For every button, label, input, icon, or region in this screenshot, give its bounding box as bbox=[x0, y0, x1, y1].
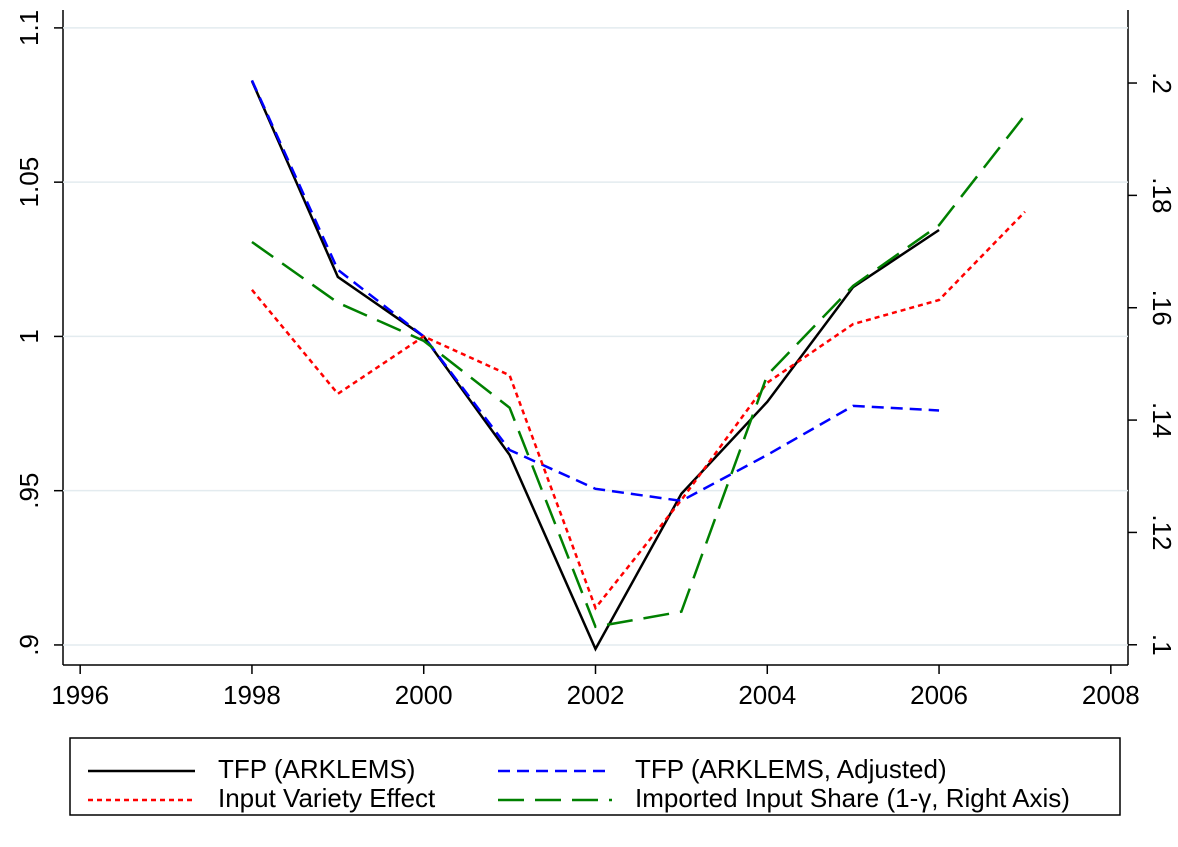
y2-tick-label: .16 bbox=[1147, 290, 1177, 326]
y2-tick-label: .12 bbox=[1147, 514, 1177, 550]
series-line bbox=[250, 79, 940, 503]
series-line bbox=[250, 210, 1026, 611]
legend-label: Imported Input Share (1-γ, Right Axis) bbox=[635, 783, 1070, 813]
x-tick-label: 2000 bbox=[395, 680, 453, 710]
y2-tick-label: .18 bbox=[1147, 177, 1177, 213]
y-tick-label: 1 bbox=[14, 329, 44, 343]
x-tick-label: 1998 bbox=[223, 680, 281, 710]
x-tick-label: 2004 bbox=[738, 680, 796, 710]
y-tick-label: .95 bbox=[14, 473, 44, 509]
legend-label: Input Variety Effect bbox=[218, 783, 436, 813]
legend-box bbox=[69, 737, 1121, 816]
y-tick-label: 1.05 bbox=[14, 157, 44, 208]
series-line bbox=[250, 80, 940, 652]
x-tick-label: 2002 bbox=[567, 680, 625, 710]
y-tick-label: 1.1 bbox=[14, 10, 44, 46]
x-tick-label: 2008 bbox=[1082, 680, 1140, 710]
x-tick-label: 1996 bbox=[51, 680, 109, 710]
y-tick-label: .9 bbox=[14, 634, 44, 656]
x-tick-label: 2006 bbox=[910, 680, 968, 710]
legend-label: TFP (ARKLEMS) bbox=[218, 754, 415, 784]
y2-tick-label: .2 bbox=[1147, 72, 1177, 94]
legend-label: TFP (ARKLEMS, Adjusted) bbox=[635, 754, 947, 784]
y2-tick-label: .1 bbox=[1147, 634, 1177, 656]
y2-tick-label: .14 bbox=[1147, 402, 1177, 438]
series-line bbox=[251, 114, 1026, 629]
